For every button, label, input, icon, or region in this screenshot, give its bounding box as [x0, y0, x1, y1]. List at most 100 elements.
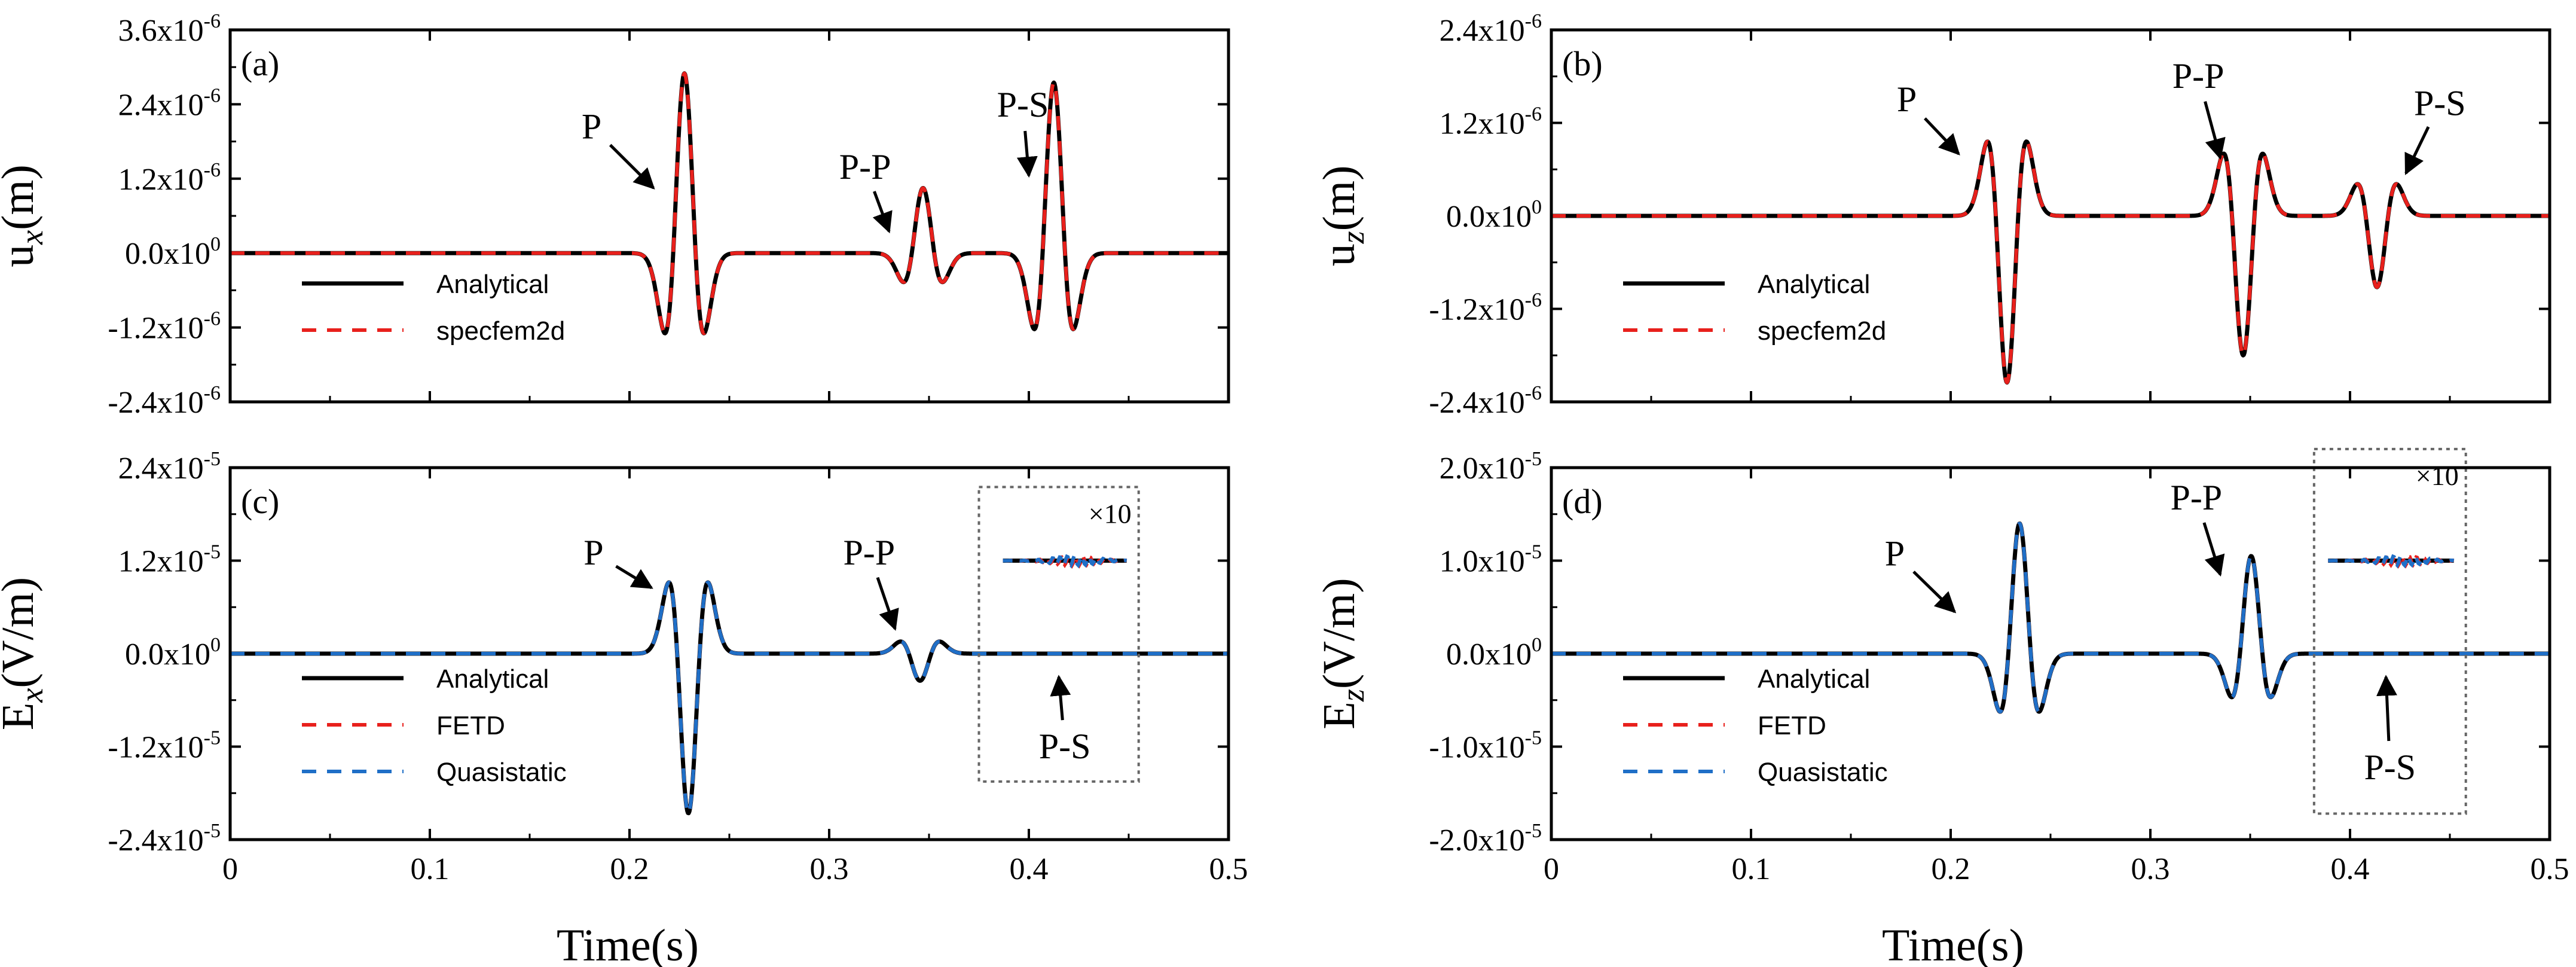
y-tick-label: -2.4x10-6	[108, 382, 221, 420]
panel-label: (c)	[241, 482, 279, 521]
y-tick-label: 2.0x10-5	[1440, 448, 1542, 486]
legend-label: specfem2d	[436, 316, 565, 346]
y-axis-title: uz(m)	[1314, 166, 1371, 267]
x-tick-label: 0.5	[1209, 852, 1248, 886]
x-tick-label: 0	[1544, 852, 1559, 886]
wave-label: P-S	[1039, 727, 1091, 766]
y-tick-label: 1.2x10-6	[1440, 103, 1542, 141]
x-axis-title-right: Time(s)	[1882, 920, 2024, 967]
y-axis-title: Ez(V/m)	[1314, 578, 1371, 729]
x-axis-title-left: Time(s)	[557, 920, 699, 967]
y-tick-label: 1.2x10-5	[118, 541, 221, 579]
wave-label: P	[1885, 533, 1905, 573]
y-tick-label: 0.0x100	[125, 233, 221, 271]
y-tick-label: 3.6x10-6	[118, 10, 221, 48]
x-tick-label: 0	[222, 852, 238, 886]
y-tick-label: -2.0x10-5	[1429, 820, 1542, 858]
wave-label: P-S	[2364, 748, 2416, 787]
x-tick-label: 0.2	[610, 852, 649, 886]
panel-c: 0 0.1 0.2 0.3 0.4 0.5 -2.4x10-5 -1.2x10-5 0.0x10…	[0, 448, 1248, 886]
wave-arrow	[2376, 675, 2397, 742]
wave-label: P-P	[2170, 478, 2222, 517]
y-tick-label: -1.2x10-5	[108, 727, 221, 765]
x-tick-label: 0.2	[1932, 852, 1970, 886]
series-line-fetd	[230, 580, 1229, 815]
y-tick-label: 0.0x100	[125, 634, 221, 672]
y-axis-title: ux(m)	[0, 164, 50, 267]
wave-label: P-S	[997, 85, 1049, 124]
y-tick-label: -1.2x10-6	[108, 308, 221, 346]
wave-arrow	[1924, 117, 1960, 155]
y-tick-label: -1.2x10-6	[1429, 289, 1542, 327]
x-tick-label: 0.1	[411, 852, 450, 886]
legend-label: FETD	[1758, 711, 1826, 740]
wave-arrow	[876, 576, 899, 631]
legend-label: FETD	[436, 711, 505, 740]
wave-arrow	[2404, 126, 2430, 175]
inset-scale-label: ×10	[1089, 498, 1132, 529]
x-tick-label: 0.3	[810, 852, 849, 886]
series-line-specfem2d	[1551, 139, 2550, 385]
legend-label: Quasistatic	[436, 758, 567, 787]
plot-frame	[228, 28, 1230, 404]
y-tick-label: 2.4x10-5	[118, 448, 221, 486]
y-tick-label: 0.0x100	[1446, 634, 1542, 672]
y-tick-label: 2.4x10-6	[118, 84, 221, 122]
wave-arrow	[872, 191, 893, 234]
legend-label: Analytical	[436, 270, 549, 299]
inset-box	[2312, 447, 2467, 815]
y-tick-label: 1.2x10-6	[118, 159, 221, 197]
wave-label: P	[582, 106, 601, 146]
series-line-analytical	[230, 580, 1229, 816]
legend-label: Analytical	[436, 664, 549, 694]
y-tick-label: -2.4x10-6	[1429, 382, 1542, 420]
y-tick-label: 1.0x10-5	[1440, 541, 1542, 579]
legend-label: specfem2d	[1758, 316, 1886, 346]
wave-label: P-P	[2172, 56, 2224, 96]
series-line-specfem2d	[230, 71, 1229, 335]
legend-label: Quasistatic	[1758, 758, 1888, 787]
series-line-fetd	[1551, 521, 2550, 714]
y-tick-label: -2.4x10-5	[108, 820, 221, 858]
y-tick-label: -1.0x10-5	[1429, 727, 1542, 765]
x-tick-label: 0.3	[2131, 852, 2170, 886]
x-tick-label: 0.4	[1010, 852, 1049, 886]
legend-label: Analytical	[1758, 270, 1870, 299]
x-tick-label: 0.1	[1732, 852, 1771, 886]
plot-frame	[1550, 466, 2551, 841]
wave-arrow	[1912, 571, 1957, 614]
series-line-quasistatic	[1551, 521, 2550, 714]
wave-arrow	[1016, 130, 1038, 178]
wave-arrow	[2204, 101, 2226, 160]
series-line-analytical	[1551, 521, 2550, 714]
y-axis-title: Ex(V/m)	[0, 577, 50, 730]
inset-series-line	[2328, 553, 2455, 569]
wave-label: P-P	[839, 147, 891, 187]
panel-label: (d)	[1562, 482, 1603, 521]
panel-label: (b)	[1562, 44, 1603, 83]
series-line-analytical	[1551, 139, 2550, 385]
inset-scale-label: ×10	[2416, 460, 2459, 491]
series-line-analytical	[230, 71, 1229, 335]
wave-arrow	[615, 565, 653, 589]
wave-arrow	[1050, 675, 1071, 721]
wave-arrow	[609, 144, 655, 190]
inset-box	[977, 486, 1140, 783]
wave-arrow	[2202, 522, 2225, 577]
wave-label: P	[1897, 80, 1917, 119]
y-tick-label: 2.4x10-6	[1440, 10, 1542, 48]
panel-b: -2.4x10-6 -1.2x10-6 0.0x100 1.2x10-6 2.4x10-…	[1314, 10, 2551, 420]
plot-frame	[1550, 28, 2551, 404]
x-tick-label: 0.5	[2531, 852, 2569, 886]
panel-a: -2.4x10-6 -1.2x10-6 0.0x100 1.2x10-6 2.4x10-…	[0, 10, 1230, 420]
x-tick-label: 0.4	[2331, 852, 2370, 886]
wave-label: P-P	[843, 533, 895, 572]
panel-d: 0 0.1 0.2 0.3 0.4 0.5 -2.0x10-5 -1.0x10-5 0.0x10…	[1314, 447, 2569, 886]
panel-label: (a)	[241, 44, 279, 83]
wave-label: P-S	[2414, 84, 2466, 123]
legend-label: Analytical	[1758, 664, 1870, 694]
plot-frame	[228, 466, 1230, 841]
series-line-quasistatic	[230, 580, 1229, 815]
wave-label: P	[583, 533, 603, 572]
